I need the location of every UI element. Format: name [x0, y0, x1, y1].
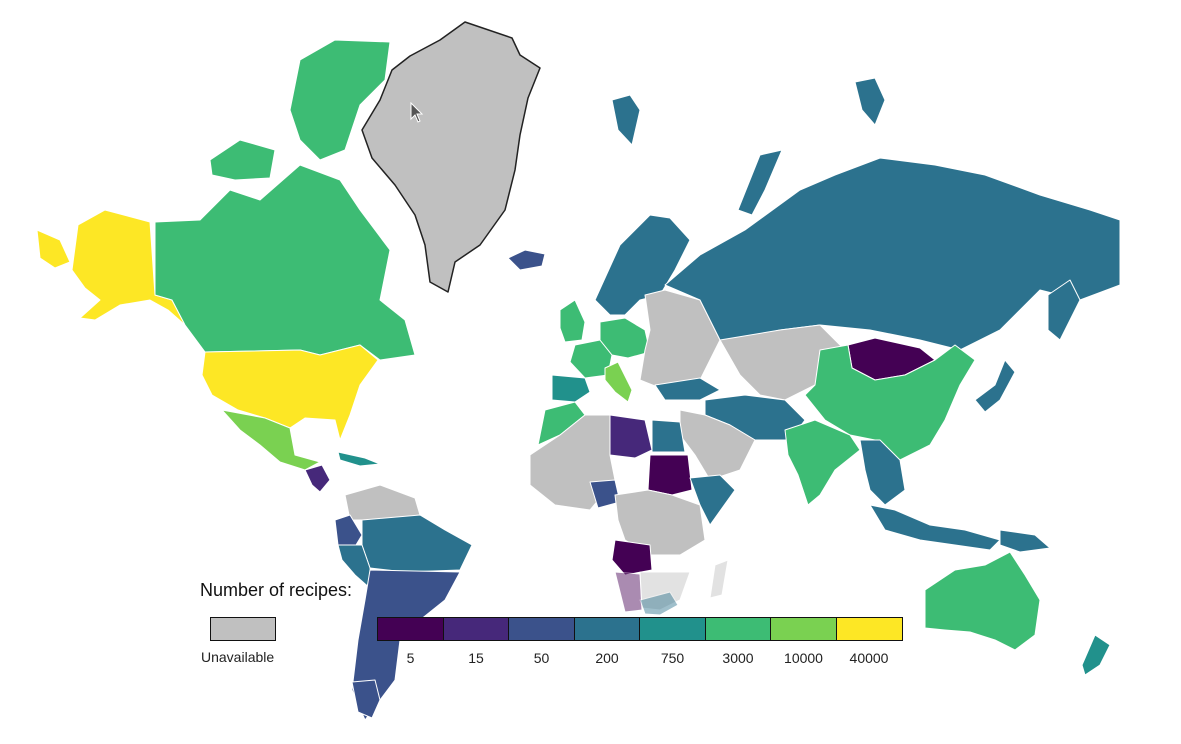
region-canada-arctic[interactable] [289, 39, 391, 161]
region-southern-africa[interactable] [639, 571, 691, 611]
region-southeast-asia[interactable] [859, 439, 906, 506]
legend-tick-50: 50 [533, 650, 550, 666]
legend-swatch-750 [639, 617, 706, 641]
region-uk[interactable] [559, 299, 586, 343]
region-greenland[interactable] [361, 21, 541, 293]
region-southern-cone[interactable] [351, 569, 461, 721]
region-franz-josef[interactable] [854, 77, 886, 126]
region-central-europe[interactable] [599, 317, 651, 359]
region-madagascar[interactable] [709, 559, 729, 599]
legend-tick-40000: 40000 [849, 650, 889, 666]
region-china[interactable] [804, 344, 976, 461]
legend-swatch-3000 [704, 617, 772, 641]
region-patagonia[interactable] [351, 679, 381, 719]
region-usa[interactable] [201, 344, 379, 441]
region-canada[interactable] [154, 164, 416, 361]
region-india[interactable] [784, 419, 861, 506]
legend-tick-3000: 3000 [722, 650, 754, 666]
region-central-america[interactable] [304, 464, 331, 493]
legend-title: Number of recipes: [200, 580, 353, 600]
region-libya[interactable] [609, 414, 653, 459]
legend-tick-10000: 10000 [784, 650, 823, 666]
legend-unavailable-swatch [210, 617, 276, 641]
legend-swatch-200 [573, 617, 641, 641]
region-mexico[interactable] [221, 409, 321, 471]
legend-tick-15: 15 [468, 650, 484, 666]
region-japan[interactable] [974, 359, 1016, 413]
region-aleutian[interactable] [36, 229, 71, 269]
region-svalbard[interactable] [611, 94, 641, 146]
legend-swatch-40000 [835, 617, 903, 641]
region-venezuela[interactable] [344, 484, 421, 521]
region-italy[interactable] [604, 361, 633, 403]
region-sudan[interactable] [647, 454, 693, 496]
region-egypt[interactable] [651, 419, 686, 453]
region-iceland[interactable] [507, 249, 546, 271]
region-angola[interactable] [611, 539, 653, 576]
legend-swatch-10000 [770, 617, 837, 641]
region-turkey[interactable] [654, 377, 721, 401]
region-scandinavia[interactable] [594, 214, 691, 316]
region-indonesia[interactable] [869, 504, 1001, 551]
legend-tick-200: 200 [595, 650, 619, 666]
legend-swatch-50 [508, 617, 575, 641]
region-kamchatka[interactable] [1047, 279, 1081, 341]
region-cuba[interactable] [337, 451, 381, 467]
region-canada-islands[interactable] [209, 139, 276, 181]
region-iberia[interactable] [551, 374, 591, 403]
region-south-africa[interactable] [639, 591, 679, 616]
legend-tick-750: 750 [660, 650, 685, 666]
region-new-zealand[interactable] [1081, 634, 1111, 676]
region-australia[interactable] [924, 551, 1041, 651]
region-alaska[interactable] [71, 209, 186, 326]
region-new-guinea[interactable] [999, 529, 1051, 553]
legend-tick-labels: 5 15 50 200 750 3000 10000 40000 [377, 650, 917, 670]
region-namibia[interactable] [614, 571, 643, 613]
legend-unavailable-label: Unavailable [201, 649, 275, 665]
region-novaya-zemlya[interactable] [737, 149, 783, 216]
legend-swatch-15 [442, 617, 510, 641]
legend-color-scale [377, 617, 903, 641]
region-middle-east[interactable] [679, 409, 756, 481]
legend-swatch-5 [377, 617, 444, 641]
region-ethiopia[interactable] [689, 474, 736, 526]
region-brazil[interactable] [361, 514, 473, 573]
mouse-cursor-icon [410, 102, 424, 123]
region-africa-central[interactable] [614, 489, 706, 556]
legend-tick-5: 5 [406, 650, 415, 666]
